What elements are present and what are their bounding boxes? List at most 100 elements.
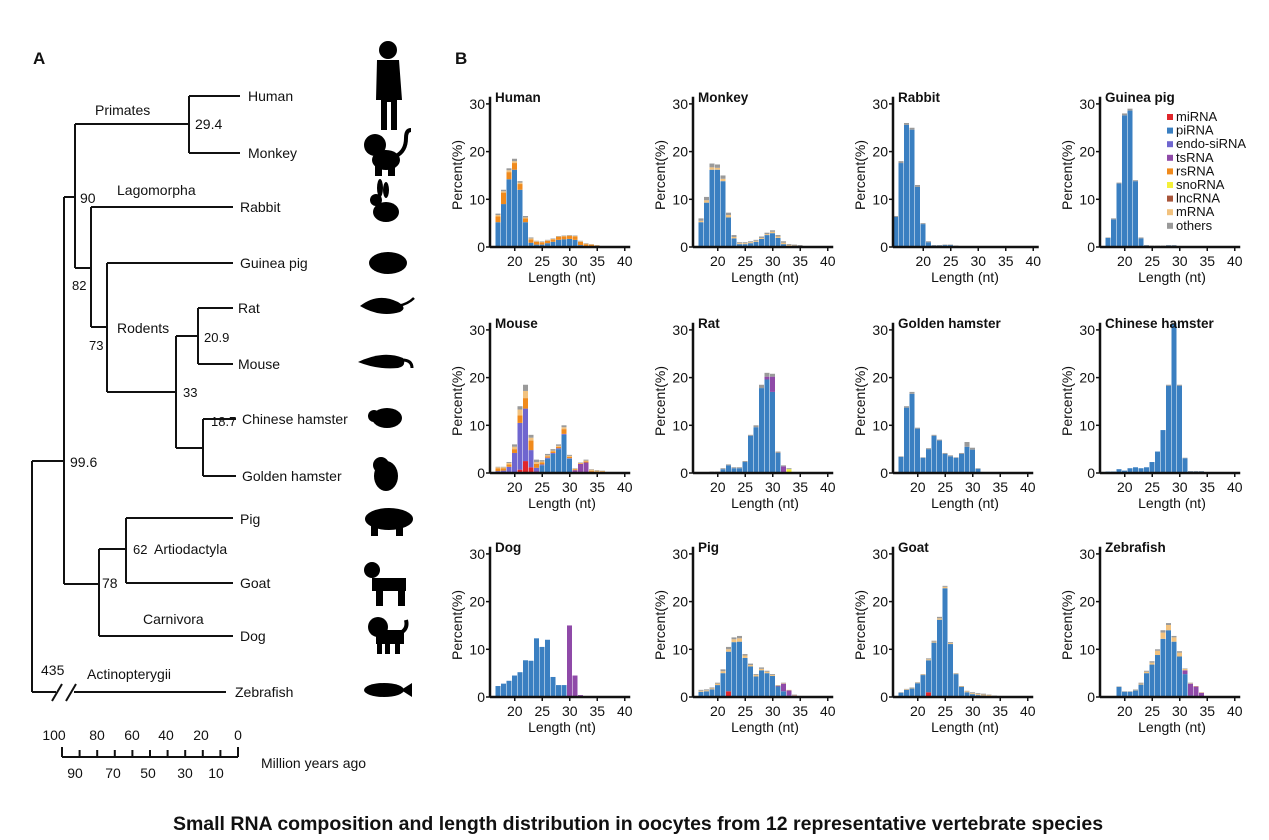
scale-bottom-10: 10	[208, 765, 224, 781]
x-tick-label: 20	[1117, 703, 1133, 719]
x-tick-label: 20	[910, 703, 926, 719]
chart-title: Dog	[495, 540, 521, 555]
chart-dog: 0 10 20 30 20 25 30 35 40 Dog Length (nt) Percent(%…	[449, 540, 633, 735]
chart-title: Rat	[698, 316, 720, 331]
chart-title: Monkey	[698, 90, 749, 105]
bar-mrna-26nt	[948, 643, 953, 645]
legend-label: rsRNA	[1176, 163, 1215, 178]
x-tick-label: 35	[792, 479, 808, 495]
x-tick-label: 20	[915, 253, 931, 269]
bar-tsrna-33nt	[1193, 686, 1199, 697]
bar-mrna-22nt	[726, 215, 731, 218]
x-tick-label: 20	[507, 703, 523, 719]
bar-pirna-27nt	[753, 676, 759, 697]
bar-pirna-24nt	[1144, 673, 1149, 697]
bar-mrna-22nt	[523, 390, 528, 399]
scale-bottom-50: 50	[140, 765, 156, 781]
bar-others-22nt	[726, 212, 731, 216]
bar-mrna-29nt	[764, 234, 770, 236]
bar-pirna-21nt	[720, 181, 726, 247]
time-scale-axis	[61, 747, 239, 758]
tree-branches	[31, 95, 240, 693]
bar-pirna-19nt	[709, 169, 715, 247]
bar-others-32nt	[781, 465, 786, 467]
chart-title: Human	[495, 90, 541, 105]
bar-mrna-27nt	[1160, 632, 1166, 639]
y-tick-label: 10	[469, 417, 485, 433]
x-tick-label: 25	[534, 703, 550, 719]
animal-silhouettes	[358, 41, 415, 697]
bar-rsrna-28nt	[556, 236, 561, 240]
bar-others-23nt	[1138, 237, 1144, 239]
bar-others-26nt	[748, 663, 753, 666]
bar-pirna-17nt	[495, 222, 501, 247]
bar-endo-sirna-26nt	[545, 457, 550, 459]
bar-endo-sirna-22nt	[523, 408, 528, 462]
bar-tsrna-32nt	[578, 463, 583, 473]
bar-endo-sirna-29nt	[561, 433, 567, 435]
bar-rsrna-29nt	[561, 429, 567, 434]
y-tick-label: 10	[672, 641, 688, 657]
chart-title: Guinea pig	[1105, 90, 1175, 105]
node-99-6: 99.6	[70, 454, 97, 470]
bar-pirna-27nt	[1160, 430, 1166, 473]
y-tick-label: 20	[1079, 594, 1095, 610]
bar-mrna-25nt	[742, 243, 748, 245]
bar-mrna-30nt	[770, 231, 775, 234]
x-tick-label: 35	[1199, 253, 1215, 269]
bar-pirna-18nt	[904, 689, 909, 697]
bar-pirna-26nt	[545, 458, 550, 473]
bar-others-29nt	[764, 232, 770, 235]
bar-others-19nt	[506, 168, 512, 171]
x-tick-label: 25	[937, 703, 953, 719]
clade-primates: Primates	[95, 102, 150, 118]
bar-others-23nt	[731, 467, 737, 469]
bar-pirna-26nt	[948, 456, 953, 474]
bar-rsrna-26nt	[545, 456, 550, 458]
x-tick-label: 20	[710, 253, 726, 269]
y-tick-label: 20	[672, 594, 688, 610]
bar-others-25nt	[539, 460, 545, 462]
x-tick-label: 25	[937, 479, 953, 495]
bar-others-21nt	[1127, 108, 1133, 111]
node-rat-mouse: 20.9	[204, 330, 229, 345]
bar-others-30nt	[970, 447, 975, 450]
bar-pirna-31nt	[775, 452, 781, 473]
bar-mrna-22nt	[926, 659, 931, 661]
legend-label: others	[1176, 218, 1213, 233]
bar-rsrna-32nt	[578, 241, 583, 246]
bar-mirna-22nt	[926, 692, 931, 697]
bar-rsrna-27nt	[550, 239, 556, 242]
bar-mrna-28nt	[759, 668, 764, 671]
bar-pirna-29nt	[764, 379, 770, 473]
bar-others-29nt	[1171, 635, 1177, 638]
bar-pirna-27nt	[953, 457, 959, 473]
bar-pirna-30nt	[567, 458, 572, 473]
bar-others-23nt	[528, 434, 534, 438]
x-tick-label: 35	[992, 479, 1008, 495]
axis-break-icon	[51, 683, 77, 702]
y-tick-label: 10	[872, 191, 888, 207]
bar-others-30nt	[770, 373, 775, 377]
bar-pirna-23nt	[931, 642, 937, 697]
bar-pirna-21nt	[1127, 110, 1133, 247]
x-tick-label: 20	[710, 703, 726, 719]
bar-pirna-29nt	[561, 685, 567, 697]
legend: miRNApiRNAendo-siRNAtsRNArsRNAsnoRNAlncR…	[1167, 109, 1246, 233]
y-axis-label: Percent(%)	[1059, 366, 1075, 436]
bar-pirna-31nt	[1182, 458, 1188, 473]
y-tick-label: 10	[1079, 417, 1095, 433]
bar-endo-sirna-21nt	[517, 422, 523, 470]
bar-pirna-24nt	[937, 619, 942, 697]
x-tick-label: 40	[1227, 253, 1243, 269]
legend-item-endo-sirna: endo-siRNA	[1167, 136, 1246, 151]
leaf-pig: Pig	[240, 511, 260, 527]
y-tick-label: 30	[469, 546, 485, 562]
bar-others-25nt	[742, 242, 748, 244]
bar-mrna-35nt	[594, 470, 600, 472]
x-tick-label: 40	[617, 253, 633, 269]
bar-mrna-19nt	[709, 688, 715, 690]
x-tick-label: 30	[765, 703, 781, 719]
bar-others-25nt	[942, 452, 948, 454]
